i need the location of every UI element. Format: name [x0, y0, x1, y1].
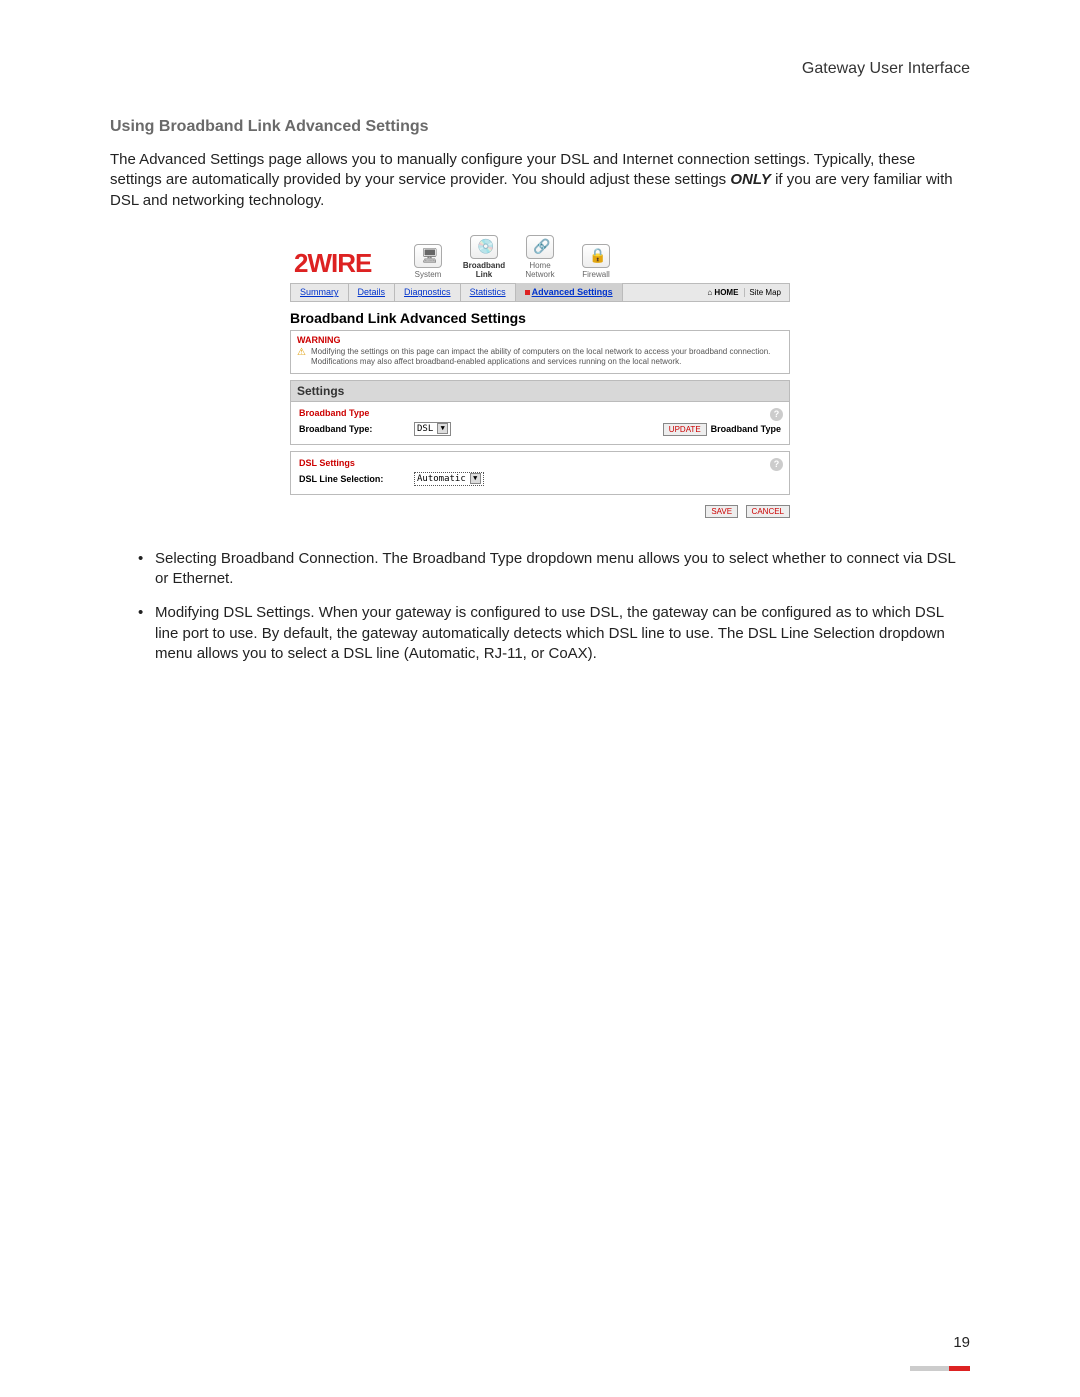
- save-button[interactable]: SAVE: [705, 505, 738, 518]
- active-dot-icon: [525, 290, 530, 295]
- home-link[interactable]: HOME: [701, 288, 744, 297]
- sitemap-link[interactable]: Site Map: [744, 288, 789, 297]
- nav-firewall-label: Firewall: [582, 270, 610, 279]
- tab-advanced-label: Advanced Settings: [532, 287, 613, 297]
- dsl-line-row: DSL Line Selection: Automatic ▼: [299, 472, 781, 486]
- system-icon: [414, 244, 442, 268]
- router-ui-screenshot: 2WIRE System Broadband Link Home Network…: [290, 229, 790, 519]
- intro-emphasis: ONLY: [730, 171, 771, 188]
- update-button[interactable]: UPDATE: [663, 423, 707, 436]
- broadband-icon: [470, 235, 498, 259]
- broadband-type-select[interactable]: DSL ▼: [414, 422, 451, 436]
- tab-advanced-settings[interactable]: Advanced Settings: [516, 283, 623, 301]
- page-number: 19: [953, 1334, 970, 1351]
- dsl-settings-panel: ? DSL Settings DSL Line Selection: Autom…: [290, 451, 790, 495]
- update-caption: Broadband Type: [711, 424, 781, 434]
- warning-box: WARNING Modifying the settings on this p…: [290, 330, 790, 374]
- nav-system-label: System: [415, 270, 442, 279]
- nav-system[interactable]: System: [400, 244, 456, 279]
- ui-top-row: 2WIRE System Broadband Link Home Network…: [290, 229, 790, 283]
- section-heading: Using Broadband Link Advanced Settings: [110, 118, 970, 136]
- ui-page-title: Broadband Link Advanced Settings: [290, 310, 790, 326]
- warning-text: Modifying the settings on this page can …: [297, 347, 783, 367]
- help-icon[interactable]: ?: [770, 458, 783, 471]
- settings-section-header: Settings: [290, 380, 790, 401]
- update-area: UPDATE Broadband Type: [663, 423, 781, 436]
- nav-home-label1: Home: [512, 261, 568, 270]
- tab-summary[interactable]: Summary: [291, 283, 349, 301]
- help-icon[interactable]: ?: [770, 408, 783, 421]
- nav-home-label2: Network: [512, 270, 568, 279]
- cancel-button[interactable]: CANCEL: [746, 505, 790, 518]
- tab-statistics[interactable]: Statistics: [461, 283, 516, 301]
- dsl-line-value: Automatic: [417, 474, 466, 484]
- nav-broadband-label2: Link: [456, 270, 512, 279]
- logo-2wire: 2WIRE: [290, 248, 400, 279]
- bullet-1: Selecting Broadband Connection. The Broa…: [110, 549, 970, 590]
- tabs-right-links: HOME Site Map: [701, 288, 789, 297]
- tab-details[interactable]: Details: [349, 283, 396, 301]
- nav-firewall[interactable]: Firewall: [568, 244, 624, 279]
- bullet-list: Selecting Broadband Connection. The Broa…: [110, 549, 970, 664]
- page-header: Gateway User Interface: [110, 60, 970, 78]
- broadband-panel-title: Broadband Type: [299, 408, 781, 418]
- action-buttons: SAVE CANCEL: [290, 501, 790, 519]
- nav-home-network[interactable]: Home Network: [512, 235, 568, 279]
- tab-diagnostics[interactable]: Diagnostics: [395, 283, 461, 301]
- broadband-type-panel: ? Broadband Type Broadband Type: DSL ▼ U…: [290, 401, 790, 445]
- sub-tabs: Summary Details Diagnostics Statistics A…: [290, 283, 790, 302]
- dsl-line-label: DSL Line Selection:: [299, 474, 414, 484]
- broadband-type-label: Broadband Type:: [299, 424, 414, 434]
- bullet-2: Modifying DSL Settings. When your gatewa…: [110, 603, 970, 664]
- dsl-panel-title: DSL Settings: [299, 458, 781, 468]
- broadband-type-value: DSL: [417, 424, 433, 434]
- footer-accent-bar: [910, 1366, 970, 1371]
- nav-broadband-label1: Broadband: [456, 261, 512, 270]
- home-network-icon: [526, 235, 554, 259]
- intro-paragraph: The Advanced Settings page allows you to…: [110, 150, 970, 211]
- warning-label: WARNING: [297, 335, 783, 345]
- chevron-down-icon: ▼: [470, 473, 481, 484]
- dsl-line-select[interactable]: Automatic ▼: [414, 472, 484, 486]
- nav-broadband-link[interactable]: Broadband Link: [456, 235, 512, 279]
- firewall-icon: [582, 244, 610, 268]
- chevron-down-icon: ▼: [437, 423, 448, 434]
